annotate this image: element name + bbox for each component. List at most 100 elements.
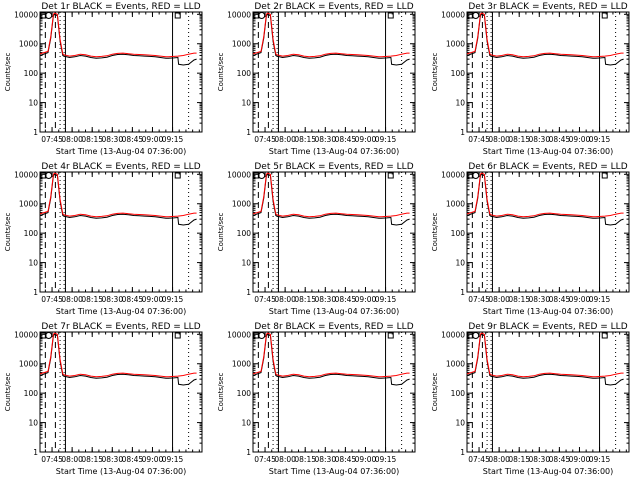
x-tick-label: 08:00: [61, 135, 83, 144]
top-flag-square: [601, 12, 608, 19]
plot-frame: [39, 171, 203, 293]
x-tick-label: 09:15: [162, 295, 184, 304]
plot-frame: [252, 171, 416, 293]
x-tick-label: 07:45: [41, 135, 63, 144]
lld-series-line: [252, 332, 410, 378]
x-tick-label: 08:30: [314, 455, 336, 464]
x-tick-label: 09:00: [142, 295, 164, 304]
y-tick-label: 10: [455, 99, 465, 108]
x-tick-label: 08:30: [314, 295, 336, 304]
x-tick-label: 08:00: [488, 455, 510, 464]
y-tick-label: 1000: [446, 200, 465, 209]
x-tick-label: 09:00: [142, 135, 164, 144]
top-flag-square: [40, 332, 47, 339]
x-tick-label: 08:15: [81, 455, 103, 464]
y-tick-label: 1: [246, 128, 251, 137]
x-tick-label: 08:00: [274, 455, 296, 464]
x-tick-label: 08:45: [335, 455, 357, 464]
panel-title: Det 7r BLACK = Events, RED = LLD: [41, 322, 200, 332]
x-axis-label: Start Time (13-Aug-04 07:36:00): [269, 307, 400, 316]
top-flag-circle: [472, 12, 480, 19]
y-tick-label: 1: [33, 288, 38, 297]
top-flag-square: [387, 172, 394, 179]
x-tick-label: 07:45: [254, 295, 276, 304]
top-flag-circle: [258, 172, 266, 179]
x-tick-label: 09:00: [142, 455, 164, 464]
y-tick-label: 1000: [19, 360, 38, 369]
events-series-line: [39, 173, 197, 226]
top-flag-circle: [45, 12, 53, 19]
x-tick-label: 08:45: [335, 295, 357, 304]
top-flag-circle: [45, 172, 53, 179]
top-flag-square: [174, 332, 181, 339]
x-tick-label: 08:00: [488, 295, 510, 304]
x-tick-label: 08:30: [528, 295, 550, 304]
panel-title: Det 2r BLACK = Events, RED = LLD: [254, 2, 413, 12]
top-flag-square: [387, 12, 394, 19]
x-tick-label: 09:15: [375, 455, 397, 464]
y-axis-label: Counts/sec: [4, 213, 12, 252]
panel-title: Det 1r BLACK = Events, RED = LLD: [41, 2, 200, 12]
panel-det-6: Det 6r BLACK = Events, RED = LLD Counts/s…: [431, 162, 630, 316]
top-flag-square: [467, 332, 474, 339]
events-series-line: [252, 333, 410, 386]
lld-series-line: [252, 12, 410, 58]
top-flag-square: [387, 332, 394, 339]
x-tick-label: 08:15: [294, 295, 316, 304]
y-tick-label: 1000: [446, 360, 465, 369]
x-tick-label: 09:15: [375, 295, 397, 304]
y-tick-label: 10000: [227, 330, 251, 339]
x-tick-label: 08:45: [549, 295, 571, 304]
events-series-line: [466, 333, 624, 386]
x-axis-label: Start Time (13-Aug-04 07:36:00): [483, 307, 614, 316]
x-tick-label: 08:00: [61, 295, 83, 304]
y-tick-label: 1000: [232, 200, 251, 209]
x-tick-label: 09:00: [569, 135, 591, 144]
x-tick-label: 09:15: [589, 455, 611, 464]
x-tick-label: 07:45: [468, 455, 490, 464]
top-flag-circle: [45, 332, 53, 339]
y-axis-label: Counts/sec: [431, 213, 439, 252]
y-tick-label: 10: [241, 99, 251, 108]
y-tick-label: 1: [246, 288, 251, 297]
y-tick-label: 1: [460, 288, 465, 297]
y-tick-label: 10000: [14, 330, 38, 339]
y-tick-label: 100: [24, 389, 39, 398]
panel-det-3: Det 3r BLACK = Events, RED = LLD Counts/s…: [431, 2, 630, 156]
plot-frame: [39, 11, 203, 133]
top-flag-square: [40, 12, 47, 19]
x-tick-label: 08:45: [335, 135, 357, 144]
y-tick-label: 10: [28, 99, 38, 108]
x-tick-label: 08:15: [508, 455, 530, 464]
plot-frame: [466, 11, 630, 133]
x-tick-label: 08:30: [101, 295, 123, 304]
lld-series-line: [466, 12, 624, 58]
y-axis-label: Counts/sec: [217, 53, 225, 92]
y-tick-label: 1000: [232, 360, 251, 369]
y-axis-label: Counts/sec: [4, 373, 12, 412]
y-tick-label: 1: [460, 448, 465, 457]
y-tick-label: 10000: [441, 170, 465, 179]
x-tick-label: 07:45: [468, 135, 490, 144]
x-tick-label: 09:15: [375, 135, 397, 144]
x-tick-label: 08:30: [101, 455, 123, 464]
x-tick-label: 08:15: [508, 295, 530, 304]
plot-frame: [39, 331, 203, 453]
x-tick-label: 08:15: [81, 135, 103, 144]
x-tick-label: 08:30: [101, 135, 123, 144]
x-tick-label: 09:00: [569, 295, 591, 304]
x-tick-label: 08:30: [314, 135, 336, 144]
x-tick-label: 08:45: [122, 295, 144, 304]
y-tick-label: 10000: [441, 10, 465, 19]
plot-frame: [466, 331, 630, 453]
x-axis-label: Start Time (13-Aug-04 07:36:00): [56, 307, 187, 316]
panel-det-9: Det 9r BLACK = Events, RED = LLD Counts/s…: [431, 322, 630, 476]
y-tick-label: 1000: [446, 40, 465, 49]
y-tick-label: 10000: [227, 10, 251, 19]
y-tick-label: 10000: [14, 10, 38, 19]
panel-title: Det 8r BLACK = Events, RED = LLD: [254, 322, 413, 332]
lld-series-line: [466, 172, 624, 218]
x-tick-label: 09:15: [589, 135, 611, 144]
top-flag-circle: [258, 12, 266, 19]
top-flag-circle: [472, 332, 480, 339]
